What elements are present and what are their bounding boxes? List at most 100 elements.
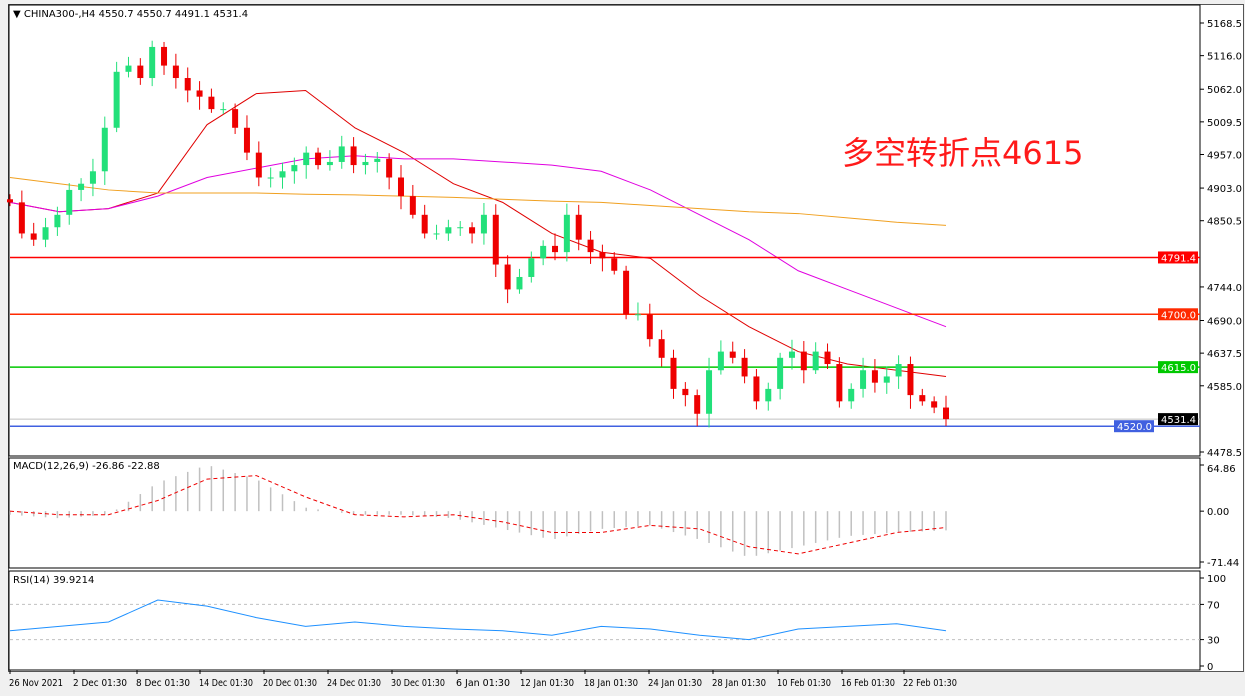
level-label: 4615.0 [1161,363,1196,374]
price-tick-label: 4850.5 [1207,217,1242,228]
moving-average-2 [9,155,947,328]
time-tick-label: 8 Dec 01:30 [136,678,190,689]
candle-bear [587,239,594,253]
level-label: 4520.0 [1117,422,1152,433]
candle-bull [362,161,369,166]
candle-bull [848,388,855,402]
candle-bull [125,65,132,72]
candle-bull [777,357,784,389]
candle-bear [753,376,760,402]
candle-bear [919,395,926,402]
time-tick-label: 28 Jan 01:30 [712,678,766,689]
candle-bull [717,351,724,371]
candle-bear [729,351,736,358]
candle-bear [575,214,582,240]
candle-bull [540,245,547,259]
candle-bear [492,214,499,265]
candle-bull [528,258,535,277]
candle-bull [267,177,274,179]
candle-bear [670,357,677,389]
level-tag [1158,308,1198,321]
candle-bear [646,314,653,340]
candle-bull [78,183,85,190]
candle-bull [279,171,286,178]
candle-bull [883,376,890,383]
candle-bull [89,171,96,184]
candle-bear [184,78,191,91]
candle-bear [682,388,689,396]
candle-bull [480,214,487,234]
rsi-label: RSI(14) 39.9214 [13,575,95,586]
candle-bear [800,351,807,371]
macd-label: MACD(12,26,9) -26.86 -22.88 [13,461,160,472]
price-tick-label: 5116.0 [1207,52,1242,63]
candle-bull [374,158,381,162]
level-tag [1158,251,1198,264]
candle-bull [860,370,867,389]
time-tick-label: 14 Dec 01:30 [199,678,253,689]
candle-bear [409,196,416,215]
candle-bull [291,165,298,172]
macd-tick-label: 0.00 [1207,507,1229,518]
price-tick-label: 5009.5 [1207,118,1242,129]
candle-bear [30,233,37,240]
candle-bear [421,214,428,234]
macd-tick-label: 64.86 [1207,464,1236,475]
macd-tick-label: -71.44 [1207,558,1239,569]
time-tick-label: 26 Nov 2021 [9,678,63,689]
price-tick-label: 4637.5 [1207,349,1242,360]
candle-bear [871,370,878,383]
candle-bear [741,357,748,377]
candle-bull [563,214,570,253]
candle-bear [943,407,949,420]
candle-bear [18,202,25,234]
macd-signal-line [9,475,947,555]
level-tag [1114,420,1154,433]
candle-bull [812,351,819,371]
candle-bear [611,258,618,271]
candle-bull [445,227,452,234]
time-tick-label: 22 Feb 01:30 [903,678,957,689]
candle-bull [42,227,49,240]
dropdown-triangle-icon[interactable]: ▼ [13,9,21,20]
symbol-header: ▼ CHINA300-,H4 4550.7 4550.7 4491.1 4531… [13,9,248,20]
candle-bear [161,46,168,66]
level-tag [1158,413,1198,426]
candle-bull [895,364,902,377]
time-tick-label: 6 Jan 01:30 [456,678,510,689]
rsi-tick-label: 0 [1207,662,1213,673]
rsi-tick-label: 100 [1207,574,1226,585]
candle-bull [433,233,440,235]
time-tick-label: 10 Feb 01:30 [777,678,831,689]
price-tick-label: 5168.5 [1207,19,1242,30]
time-tick-label: 20 Dec 01:30 [263,678,317,689]
macd-panel [8,457,1201,569]
candle-bear [836,364,843,402]
candle-bull [113,71,120,128]
candle-bull [220,109,227,111]
time-tick-label: 16 Feb 01:30 [841,678,895,689]
candle-bear [386,158,393,178]
time-tick-label: 2 Dec 01:30 [73,678,127,689]
candle-bull [706,370,713,414]
main-panel [8,4,1201,457]
price-tick-label: 4744.0 [1207,283,1242,294]
candle-bear [599,252,606,259]
price-tick-label: 4957.0 [1207,150,1242,161]
candle-bear [208,96,215,110]
candle-bear [172,65,179,79]
price-tick-label: 4478.5 [1207,448,1242,459]
candle-bear [931,401,938,408]
rsi-panel [8,570,1201,671]
candle-bear [623,270,630,315]
candle-bear [243,127,250,153]
candle-bull [634,314,641,316]
symbol-info: CHINA300-,H4 4550.7 4550.7 4491.1 4531.4 [23,9,249,20]
candle-bear [397,177,404,197]
candle-bear [255,152,262,178]
annotation-text: 多空转折点4615 [842,134,1084,172]
candle-bull [54,214,61,228]
rsi-tick-label: 70 [1207,600,1220,611]
chart-window[interactable] [8,4,1244,672]
